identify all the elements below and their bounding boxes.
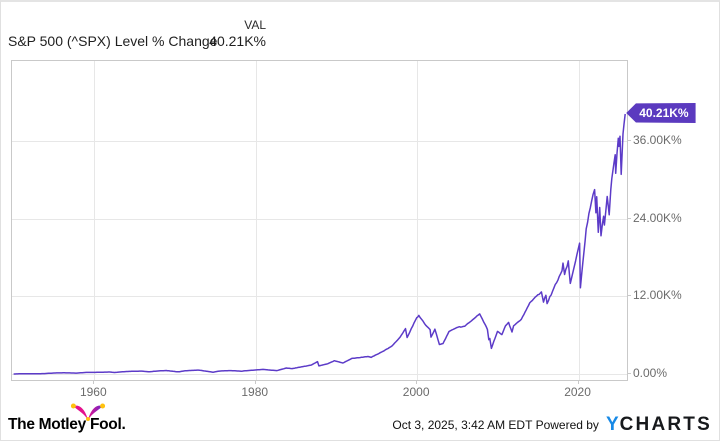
- last-value-badge: 40.21K%: [626, 102, 696, 123]
- motley-fool-logo[interactable]: The Motley Fool.: [8, 402, 138, 439]
- ycharts-wordmark: CHARTS: [619, 414, 712, 435]
- y-axis-tick: [627, 295, 631, 296]
- jester-hat-icon: [70, 403, 106, 421]
- value-column: VAL 40.21K%: [151, 18, 266, 49]
- y-axis-label: 0.00%: [633, 365, 668, 380]
- ycharts-logo[interactable]: Y CHARTS: [606, 414, 712, 436]
- x-axis-tick: [578, 380, 579, 384]
- y-axis-tick: [627, 140, 631, 141]
- motley-fool-wordmark: The Motley Fool.: [8, 416, 126, 433]
- plot-area: [11, 60, 628, 381]
- footer-attribution: Oct 3, 2025, 3:42 AM EDT Powered by Y CHA…: [392, 414, 712, 436]
- x-axis-label: 2000: [402, 385, 430, 399]
- x-axis-tick: [255, 380, 256, 384]
- chart-series-title: S&P 500 (^SPX) Level % Change: [8, 33, 218, 49]
- y-axis-tick: [627, 373, 631, 374]
- x-axis-label: 2020: [564, 385, 591, 399]
- line-chart: [12, 61, 627, 380]
- x-axis-tick: [416, 380, 417, 384]
- val-column-header: VAL: [244, 18, 266, 32]
- y-axis-label: 12.00K%: [633, 288, 682, 303]
- x-axis-label: 1960: [79, 385, 107, 399]
- powered-by-text: Powered by: [535, 418, 599, 432]
- x-axis-tick: [93, 380, 94, 384]
- price-line: [13, 113, 626, 375]
- timestamp-and-powered-by: Oct 3, 2025, 3:42 AM EDT Powered by: [392, 418, 599, 432]
- y-axis-label: 24.00K%: [633, 210, 682, 225]
- timestamp: Oct 3, 2025, 3:42 AM EDT: [392, 418, 533, 432]
- y-axis-tick: [627, 218, 631, 219]
- current-value: 40.21K%: [209, 33, 266, 49]
- ycharts-y-glyph: Y: [605, 414, 620, 435]
- y-axis-label: 36.00K%: [633, 133, 682, 148]
- x-axis-label: 1980: [241, 385, 269, 399]
